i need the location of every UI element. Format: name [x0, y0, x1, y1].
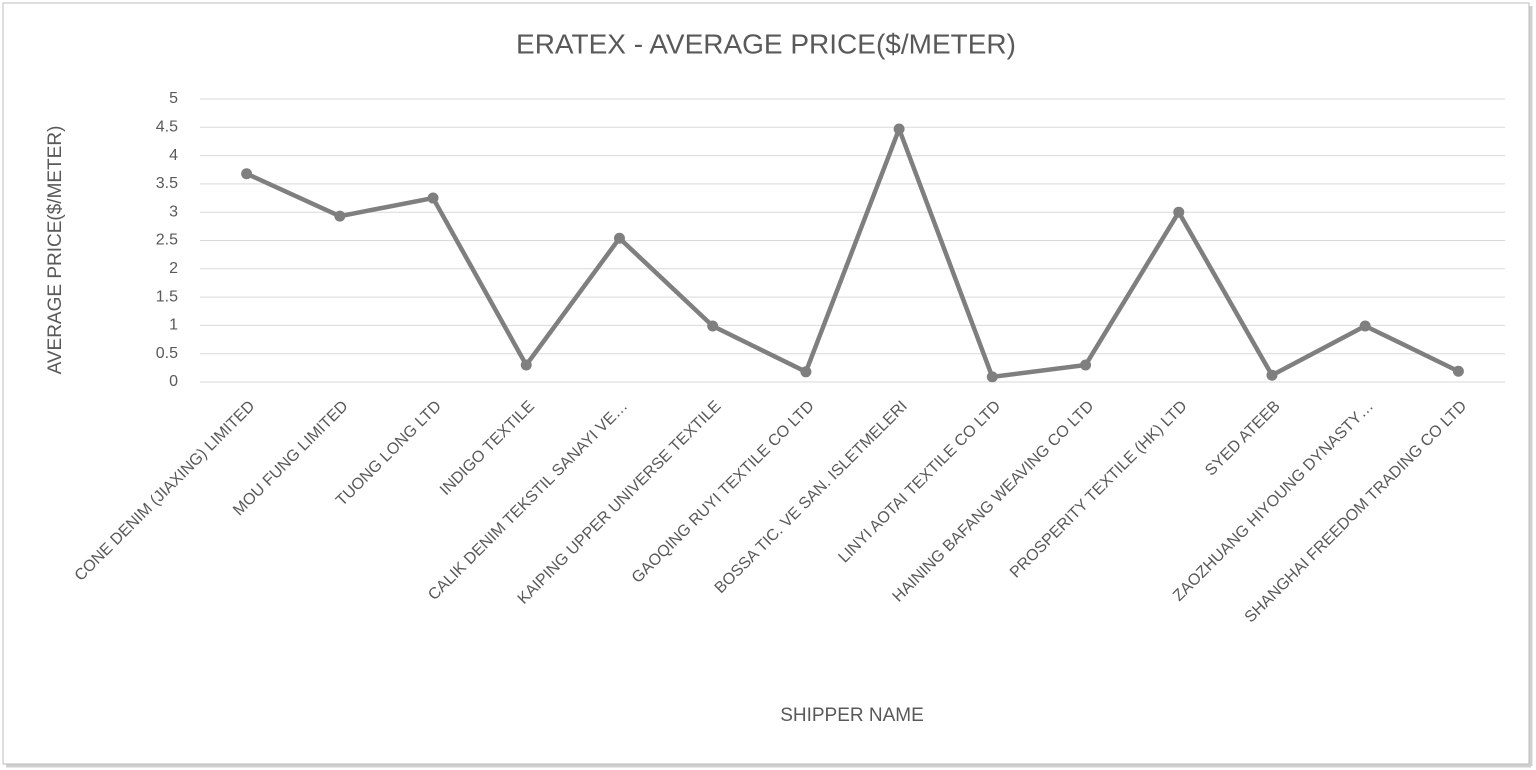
y-tick-label: 4.5	[156, 119, 178, 136]
y-axis-title: AVERAGE PRICE($/METER)	[45, 126, 66, 375]
y-tick-label: 0	[169, 373, 178, 390]
y-tick-label: 1	[169, 317, 178, 334]
data-point	[986, 371, 998, 383]
data-point	[241, 168, 253, 180]
data-point	[613, 232, 625, 244]
data-point	[1266, 369, 1278, 381]
y-tick-label: 2	[169, 260, 178, 277]
data-point	[334, 210, 346, 222]
data-point	[1452, 365, 1464, 377]
y-tick-label: 1.5	[156, 288, 178, 305]
data-point	[893, 123, 905, 135]
x-axis-title: SHIPPER NAME	[780, 705, 924, 726]
data-line	[245, 126, 1460, 380]
y-tick-label: 3.5	[156, 175, 178, 192]
data-point	[1359, 320, 1371, 332]
y-tick-label: 0.5	[156, 345, 178, 362]
y-tick-label: 3	[169, 203, 178, 220]
data-point	[1173, 206, 1185, 218]
data-point	[520, 359, 532, 371]
y-tick-label: 5	[169, 90, 178, 107]
data-point	[707, 320, 719, 332]
data-point	[800, 366, 812, 378]
y-tick-label: 4	[169, 147, 178, 164]
data-point	[427, 192, 439, 204]
data-point	[1080, 359, 1092, 371]
chart-title: ERATEX - AVERAGE PRICE($/METER)	[516, 28, 1016, 59]
y-tick-label: 2.5	[156, 232, 178, 249]
